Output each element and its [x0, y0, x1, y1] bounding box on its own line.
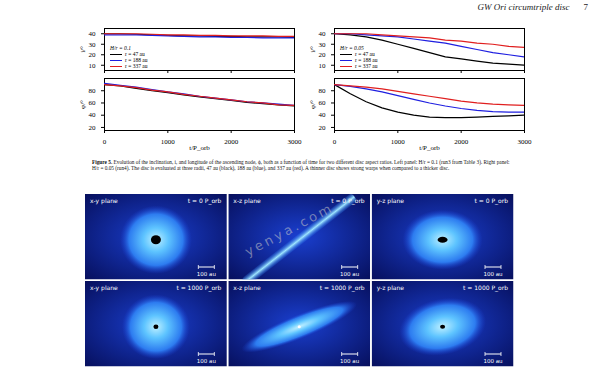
svg-text:100 au: 100 au [340, 271, 359, 277]
svg-text:20: 20 [319, 124, 327, 132]
svg-text:40: 40 [319, 30, 327, 38]
svg-text:20: 20 [89, 51, 97, 59]
svg-text:100 au: 100 au [340, 358, 359, 364]
svg-text:20: 20 [319, 51, 327, 59]
svg-text:0: 0 [333, 138, 337, 146]
svg-text:t = 1000 P_orb: t = 1000 P_orb [463, 284, 508, 292]
svg-text:80: 80 [319, 87, 327, 95]
svg-text:x-z plane: x-z plane [233, 284, 261, 292]
svg-text:0: 0 [103, 138, 107, 146]
svg-text:60: 60 [89, 99, 97, 107]
svg-text:φ/°: φ/° [79, 100, 87, 109]
svg-text:t = 1000 P_orb: t = 1000 P_orb [176, 284, 221, 292]
svg-text:40: 40 [319, 111, 327, 119]
svg-text:60: 60 [319, 99, 327, 107]
svg-text:80: 80 [89, 87, 97, 95]
svg-text:i/°: i/° [309, 46, 317, 53]
svg-text:100 au: 100 au [483, 271, 502, 277]
svg-text:1000: 1000 [391, 138, 406, 146]
svg-text:x-y plane: x-y plane [90, 197, 118, 205]
svg-text:φ/°: φ/° [309, 100, 317, 109]
svg-text:y-z plane: y-z plane [377, 284, 405, 292]
svg-text:10: 10 [319, 61, 327, 69]
svg-text:20: 20 [89, 124, 97, 132]
svg-text:3000: 3000 [518, 138, 533, 146]
svg-text:t = 0 P_orb: t = 0 P_orb [475, 197, 509, 205]
svg-text:40: 40 [89, 111, 97, 119]
svg-text:t = 0 P_orb: t = 0 P_orb [331, 197, 365, 205]
svg-text:10: 10 [89, 61, 97, 69]
svg-text:t/P_orb: t/P_orb [419, 144, 440, 152]
svg-text:x-y plane: x-y plane [90, 284, 118, 292]
svg-text:2000: 2000 [454, 138, 469, 146]
svg-text:t = 1000 P_orb: t = 1000 P_orb [320, 284, 365, 292]
svg-text:100 au: 100 au [197, 271, 216, 277]
svg-text:40: 40 [89, 30, 97, 38]
svg-text:30: 30 [89, 40, 97, 48]
svg-text:100 au: 100 au [197, 358, 216, 364]
svg-text:t/P_orb: t/P_orb [189, 144, 210, 152]
svg-text:y-z plane: y-z plane [377, 197, 405, 205]
svg-text:30: 30 [319, 40, 327, 48]
svg-text:1000: 1000 [161, 138, 176, 146]
svg-text:t = 0 P_orb: t = 0 P_orb [188, 197, 222, 205]
svg-text:i/°: i/° [79, 46, 87, 53]
svg-text:3000: 3000 [288, 138, 303, 146]
svg-text:100 au: 100 au [483, 358, 502, 364]
svg-text:x-z plane: x-z plane [233, 197, 261, 205]
svg-text:2000: 2000 [224, 138, 239, 146]
